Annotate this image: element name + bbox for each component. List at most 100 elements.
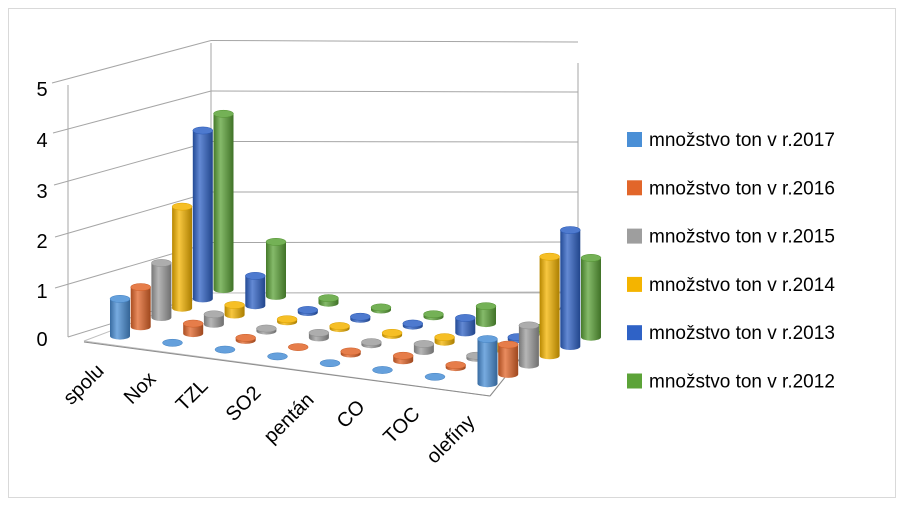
bar (130, 283, 151, 331)
bar (434, 333, 455, 346)
bar (580, 254, 602, 341)
x-category-label: CO (333, 396, 370, 433)
bar-body (110, 298, 130, 340)
bar-top (162, 338, 183, 347)
bar (413, 340, 435, 355)
bar-top (308, 329, 330, 337)
bar (265, 238, 287, 300)
bar-top (224, 301, 245, 309)
bar-top (381, 328, 403, 337)
bar (539, 252, 560, 360)
x-category-label: SO2 (222, 382, 266, 426)
y-tick-label: 1 (36, 281, 47, 303)
bar (319, 359, 341, 368)
legend-item: množstvo ton v r.2016 (627, 178, 835, 199)
bar (151, 259, 172, 321)
bar (424, 372, 446, 381)
bar-top (434, 333, 455, 341)
y-tick-label: 5 (36, 79, 47, 101)
y-tick-label: 4 (36, 130, 47, 152)
bar (475, 302, 497, 328)
chart-area (8, 8, 896, 498)
bar-top (287, 343, 309, 351)
bar (287, 343, 309, 351)
bar-body (539, 256, 560, 360)
bar-top (361, 338, 382, 346)
bar-top (477, 335, 498, 343)
bar (213, 109, 234, 294)
bar (235, 333, 256, 344)
bar-top (203, 310, 225, 319)
bar (171, 202, 193, 312)
bar-top (319, 359, 341, 368)
bar (267, 352, 288, 361)
gridline-left-4 (52, 90, 212, 134)
bar (518, 321, 540, 369)
bar-top (109, 295, 131, 303)
bar (224, 301, 245, 319)
bar-top (276, 315, 298, 324)
bar-body (476, 306, 496, 328)
legend-item: množstvo ton v r.2014 (627, 275, 835, 296)
bar-body (455, 317, 476, 337)
bar (423, 310, 444, 321)
bar (203, 310, 225, 328)
bar-top (265, 238, 287, 246)
legend-swatch (627, 276, 642, 292)
bar-top (151, 259, 172, 267)
x-category-label: TOC (379, 403, 424, 448)
x-axis-line (83, 341, 491, 397)
bar-top (130, 283, 151, 291)
bar-body (266, 241, 286, 300)
x-category-label: spolu (59, 360, 108, 409)
bar (455, 314, 476, 337)
bar-top (256, 324, 277, 333)
gridline-back-4 (210, 90, 579, 93)
legend-label: množstvo ton v r.2015 (649, 227, 835, 248)
bar-top (370, 303, 392, 312)
y-tick-label: 2 (36, 231, 47, 253)
bar-top (455, 314, 476, 322)
bar (370, 303, 392, 314)
bar (381, 328, 403, 339)
bar-top (518, 321, 540, 330)
bar-top (402, 319, 424, 328)
bar (308, 329, 330, 342)
bar-top (235, 333, 256, 342)
bar-top (445, 361, 466, 369)
bar-top (318, 294, 339, 302)
legend-label: množstvo ton v r.2012 (649, 372, 835, 393)
bar-top (297, 306, 319, 314)
gridline-back-3 (210, 141, 579, 143)
bar-body (560, 230, 581, 350)
bar-body (172, 206, 193, 312)
bar-top (340, 347, 361, 356)
y-axis-ticks: 0 1 2 3 4 5 (36, 79, 47, 351)
legend-label: množstvo ton v r.2016 (649, 178, 835, 199)
x-category-label: olefíny (422, 411, 479, 468)
legend: množstvo ton v r.2017 množstvo ton v r.20… (627, 130, 835, 393)
x-category-label: Nox (120, 368, 161, 409)
legend-item: množstvo ton v r.2015 (627, 227, 835, 248)
legend-label: množstvo ton v r.2014 (649, 275, 835, 296)
bar-top (213, 109, 234, 118)
bar (329, 322, 350, 333)
bar (560, 226, 581, 350)
bar (445, 361, 466, 372)
bar-body (245, 275, 266, 310)
bar (214, 345, 236, 354)
bar (245, 272, 266, 310)
y-tick-label: 3 (36, 181, 47, 203)
bar-top (580, 254, 602, 262)
bar-top (413, 340, 435, 348)
bar-body (477, 339, 498, 388)
legend-swatch (627, 228, 642, 244)
bar-body (581, 257, 601, 341)
x-category-label: TZL (172, 375, 213, 416)
bar-top (423, 310, 444, 319)
bar (192, 126, 214, 303)
bar (297, 306, 319, 316)
bar-top (245, 272, 266, 280)
bar-body (151, 262, 172, 321)
